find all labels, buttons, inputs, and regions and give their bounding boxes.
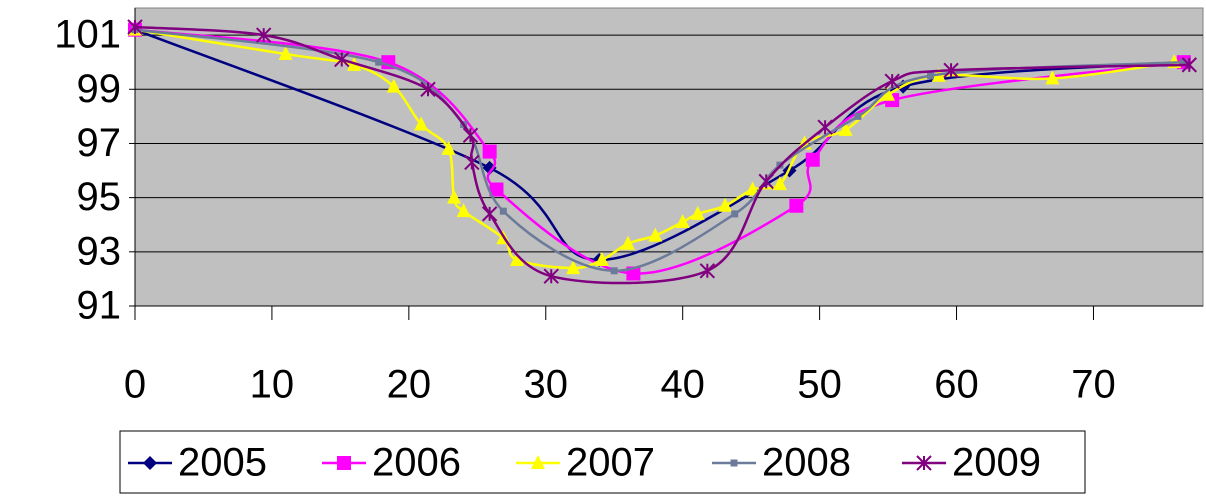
- marker: [610, 267, 618, 275]
- marker: [447, 189, 462, 204]
- x-tick-label: 0: [124, 363, 146, 407]
- x-tick-label: 30: [524, 363, 569, 407]
- x-tick-label: 20: [387, 363, 432, 407]
- marker: [464, 154, 480, 171]
- x-tick-label: 10: [250, 363, 295, 407]
- y-tick-label: 101: [54, 13, 121, 57]
- marker: [441, 140, 456, 155]
- marker: [456, 203, 471, 218]
- marker: [731, 210, 739, 218]
- marker: [337, 456, 351, 470]
- marker: [817, 119, 833, 135]
- marker: [805, 152, 820, 167]
- marker: [594, 251, 609, 266]
- marker: [414, 116, 429, 131]
- y-tick-label: 97: [77, 121, 122, 165]
- legend-label: 2009: [952, 441, 1041, 485]
- marker: [531, 455, 545, 469]
- marker: [772, 176, 787, 191]
- y-tick-label: 93: [77, 229, 122, 273]
- plot-area: [134, 7, 1204, 307]
- marker: [758, 173, 774, 190]
- marker: [510, 251, 525, 266]
- x-tick-label: 60: [934, 363, 979, 407]
- marker: [334, 51, 350, 68]
- marker: [489, 182, 504, 197]
- marker: [789, 198, 804, 213]
- marker: [1181, 57, 1198, 73]
- marker: [699, 263, 716, 279]
- marker: [730, 459, 738, 467]
- marker: [690, 205, 705, 220]
- marker: [481, 206, 498, 222]
- legend-label: 2006: [372, 441, 461, 485]
- marker: [943, 62, 959, 79]
- marker: [1180, 58, 1188, 66]
- marker: [854, 112, 862, 120]
- x-tick-label: 50: [797, 363, 842, 407]
- marker: [718, 197, 733, 212]
- marker: [881, 86, 896, 101]
- marker: [566, 260, 581, 275]
- marker: [375, 58, 383, 66]
- marker: [499, 207, 507, 215]
- marker: [127, 19, 143, 35]
- marker: [927, 72, 935, 80]
- marker: [916, 455, 932, 471]
- marker: [543, 268, 559, 284]
- marker: [278, 46, 293, 61]
- marker: [884, 73, 900, 89]
- marker: [420, 81, 436, 97]
- marker: [482, 144, 497, 159]
- legend-label: 2005: [178, 441, 267, 485]
- marker: [620, 235, 635, 250]
- marker: [1045, 70, 1060, 85]
- y-tick-label: 91: [77, 284, 122, 328]
- marker: [143, 456, 157, 470]
- legend-label: 2008: [762, 441, 851, 485]
- marker: [838, 121, 853, 136]
- marker: [386, 78, 401, 93]
- legend-label: 2007: [566, 441, 655, 485]
- marker: [675, 214, 690, 229]
- x-tick-label: 70: [1071, 363, 1116, 407]
- x-tick-label: 40: [660, 363, 705, 407]
- marker: [745, 181, 760, 196]
- legend: [119, 430, 1086, 494]
- y-tick-label: 95: [77, 175, 122, 219]
- series-line: [134, 28, 1184, 262]
- marker: [648, 227, 663, 242]
- marker: [482, 160, 497, 175]
- series-line: [134, 28, 1184, 273]
- marker: [462, 127, 479, 144]
- y-tick-label: 99: [77, 67, 122, 111]
- marker: [256, 27, 272, 43]
